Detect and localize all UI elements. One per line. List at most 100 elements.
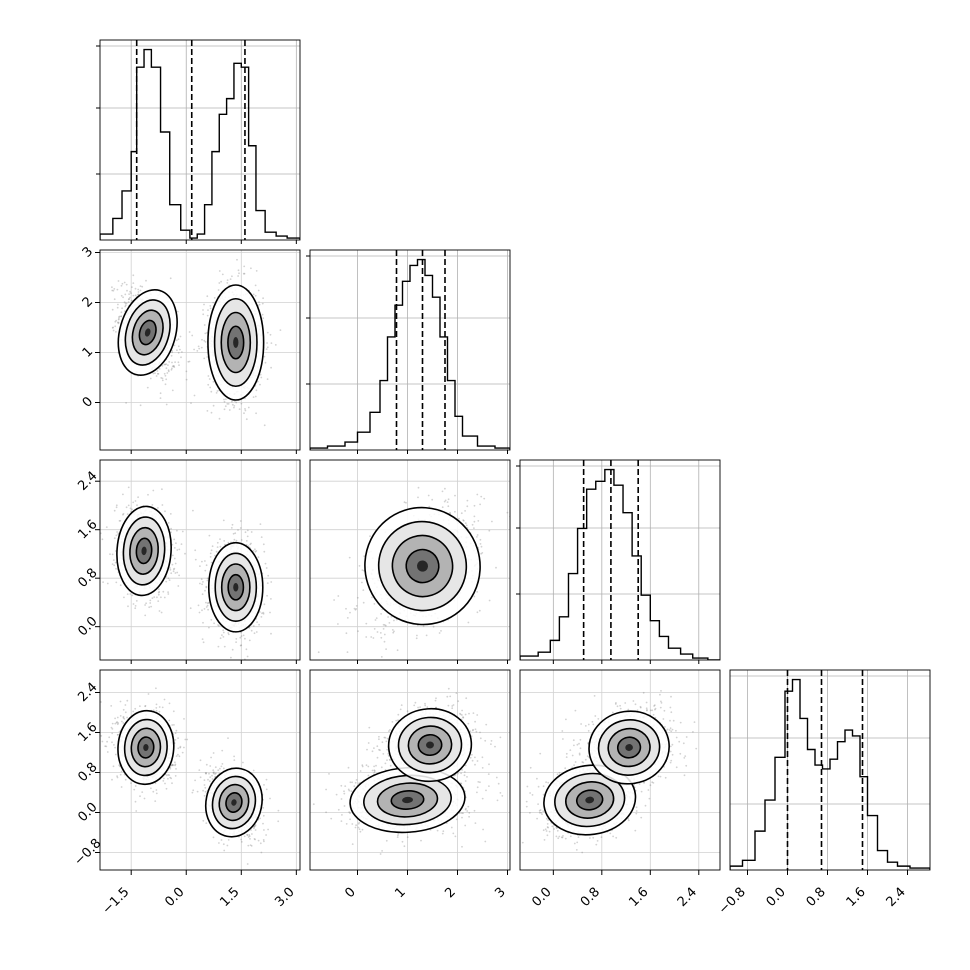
sample-point <box>223 400 226 403</box>
sample-point <box>207 375 210 377</box>
sample-point <box>175 339 178 342</box>
sample-point <box>207 608 210 611</box>
sample-point <box>246 529 249 532</box>
sample-point <box>120 284 123 287</box>
sample-point <box>167 593 170 595</box>
sample-point <box>255 389 258 392</box>
sample-point <box>230 656 232 659</box>
sample-point <box>361 581 363 584</box>
sample-point <box>172 365 175 367</box>
sample-point <box>153 596 156 598</box>
sample-point <box>218 625 220 627</box>
sample-point <box>255 550 258 552</box>
sample-point <box>115 567 117 570</box>
sample-point <box>221 273 224 276</box>
sample-point <box>255 412 257 415</box>
sample-point <box>376 631 379 633</box>
sample-point <box>179 335 182 338</box>
sample-point <box>371 596 373 599</box>
sample-point <box>235 539 238 542</box>
sample-point <box>118 317 120 320</box>
panel-content <box>100 250 300 450</box>
sample-point <box>467 621 470 624</box>
sample-point <box>127 301 130 303</box>
sample-point <box>104 745 107 748</box>
sample-point <box>428 505 431 508</box>
sample-point <box>132 274 135 277</box>
sample-point <box>464 510 466 512</box>
sample-point <box>159 392 162 395</box>
sample-point <box>199 565 201 567</box>
sample-point <box>258 303 261 306</box>
sample-point <box>207 309 209 311</box>
sample-point <box>124 293 127 296</box>
sample-point <box>201 338 203 341</box>
sample-point <box>218 270 221 272</box>
sample-point <box>124 304 127 307</box>
sample-point <box>131 286 133 288</box>
sample-point <box>345 607 347 610</box>
sample-point <box>209 305 212 307</box>
sample-point <box>375 617 378 619</box>
sample-point <box>101 740 104 743</box>
sample-point <box>250 629 253 632</box>
sample-point <box>152 372 155 375</box>
outer-contour <box>117 288 178 377</box>
sample-point <box>116 775 118 777</box>
sample-point <box>173 365 175 367</box>
sample-point <box>444 487 446 490</box>
sample-point <box>380 656 383 658</box>
sample-point <box>218 282 221 284</box>
sample-point <box>213 622 216 625</box>
sample-point <box>254 284 257 287</box>
sample-point <box>168 361 171 363</box>
sample-point <box>403 501 406 504</box>
sample-point <box>380 613 382 615</box>
sample-point <box>215 392 218 394</box>
sample-point <box>203 339 206 342</box>
panel-content <box>310 460 510 660</box>
sample-point <box>203 357 206 360</box>
sample-point <box>258 623 260 626</box>
sample-point <box>205 586 208 589</box>
sample-point <box>479 538 482 541</box>
sample-point <box>125 402 127 404</box>
sample-point <box>129 296 131 299</box>
sample-point <box>356 596 359 599</box>
sample-point <box>171 554 174 557</box>
sample-point <box>261 612 263 615</box>
sample-point <box>126 593 129 595</box>
sample-point <box>171 351 174 354</box>
sample-point <box>205 585 208 588</box>
histogram-step <box>310 258 510 450</box>
sample-point <box>122 715 125 718</box>
sample-point <box>258 301 260 303</box>
sample-point <box>265 348 268 350</box>
sample-point <box>252 293 255 296</box>
sample-point <box>154 372 156 375</box>
sample-point <box>252 396 255 398</box>
sample-point <box>234 532 237 535</box>
sample-point <box>106 582 109 585</box>
sample-point <box>185 378 188 381</box>
sample-point <box>159 397 162 399</box>
sample-point <box>256 380 259 383</box>
sample-point <box>203 324 206 326</box>
sample-point <box>438 632 441 634</box>
sample-point <box>447 505 450 508</box>
sample-point <box>114 320 117 323</box>
sample-point <box>202 581 204 583</box>
sample-point <box>259 383 261 386</box>
sample-point <box>239 527 242 529</box>
sample-point <box>164 363 167 366</box>
sample-point <box>116 776 119 779</box>
sample-point <box>209 556 212 558</box>
sample-point <box>136 504 138 507</box>
sample-point <box>473 515 476 518</box>
sample-point <box>178 548 181 551</box>
sample-point <box>160 377 163 379</box>
sample-point <box>122 512 125 515</box>
sample-point <box>115 504 118 507</box>
sample-point <box>124 704 127 706</box>
